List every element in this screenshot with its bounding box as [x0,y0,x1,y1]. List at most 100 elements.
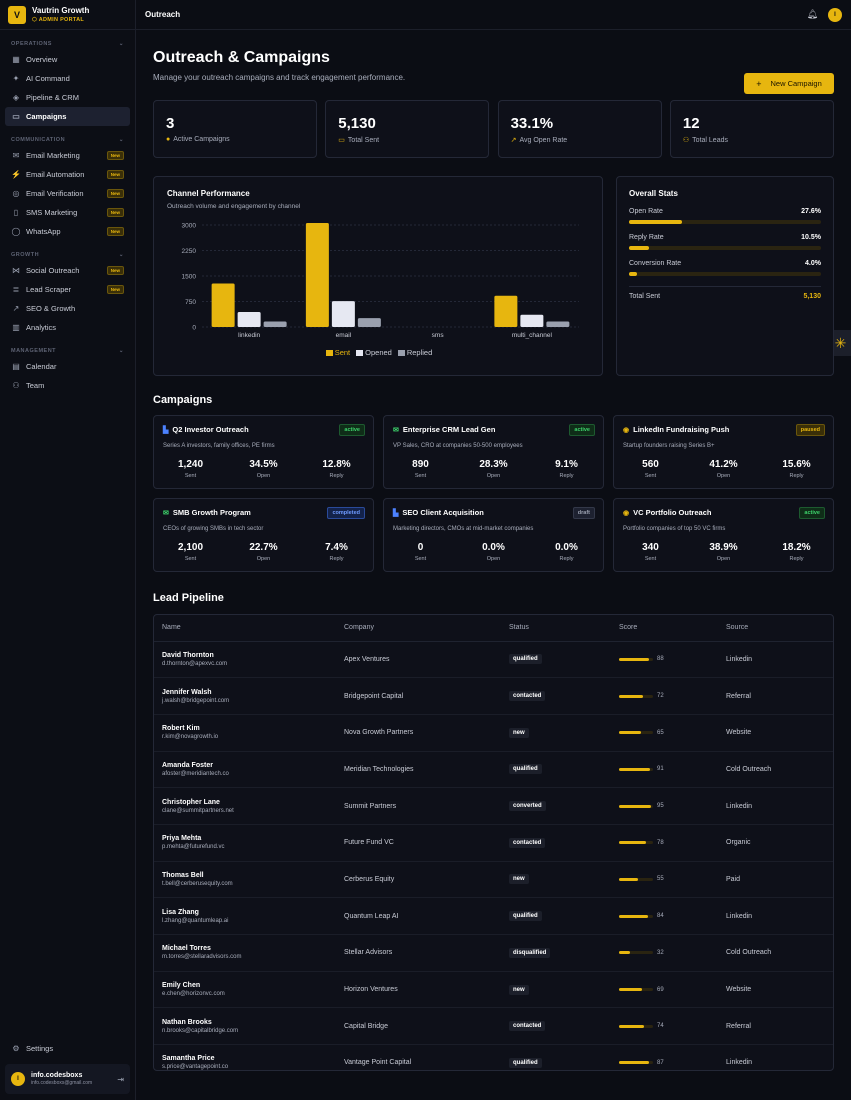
table-row[interactable]: Emily Chen e.chen@horizonvc.com Horizon V… [154,971,833,1009]
sidebar-section-header[interactable]: OPERATIONS ⌄ [0,38,135,50]
metric-label: Sent [414,473,427,479]
sidebar-section-header[interactable]: COMMUNICATION ⌄ [0,134,135,146]
column-header[interactable]: Company [336,615,501,642]
progress-track [629,272,821,276]
bar-replied-email[interactable] [357,318,381,327]
sidebar-item-ai-command[interactable]: ✦ AI Command [5,69,130,88]
table-row[interactable]: Lisa Zhang l.zhang@quantumleap.ai Quantum… [154,897,833,935]
table-row[interactable]: David Thornton d.thornton@apexvc.com Apex… [154,641,833,679]
new-campaign-button[interactable]: + New Campaign [744,73,834,94]
y-tick-label: 1500 [182,274,197,281]
share-icon: ⋈ [12,266,20,275]
lead-name: Nathan Brooks [162,1018,212,1026]
legend-item[interactable]: Sent [325,348,350,357]
sidebar-item-label: Overview [26,55,58,64]
table-row[interactable]: Christopher Lane clane@summitpartners.net… [154,787,833,825]
sidebar-item-whatsapp[interactable]: ◯ WhatsApp New [5,222,130,241]
progress-fill [629,246,650,250]
sidebar-item-pipeline-crm[interactable]: ◈ Pipeline & CRM [5,88,130,107]
campaign-description: Startup founders raising Series B+ [623,443,715,449]
legend-item[interactable]: Replied [397,348,432,357]
sidebar-section-header[interactable]: GROWTH ⌄ [0,249,135,261]
chevron-down-icon: ⌄ [118,137,124,143]
lead-email: clane@summitpartners.net [162,807,234,814]
bar-replied-linkedin[interactable] [263,321,287,327]
table-row[interactable]: Priya Mehta p.mehta@futurefund.vc Future … [154,824,833,862]
table-row[interactable]: Nathan Brooks n.brooks@capitalbridge.com … [154,1007,833,1046]
campaign-card[interactable]: ✉ Enterprise CRM Lead Gen active VP Sales… [383,415,604,489]
table-row[interactable]: Amanda Foster afoster@meridiantech.co Mer… [154,751,833,789]
sidebar-item-social-outreach[interactable]: ⋈ Social Outreach New [5,261,130,280]
campaign-card[interactable]: ✉ SMB Growth Program completed CEOs of gr… [153,498,374,572]
logout-icon[interactable]: ⇥ [117,1074,124,1084]
stat-label: Avg Open Rate [519,136,568,144]
metric-sent: 1,240 [177,459,204,470]
message-icon: ▭ [338,137,345,144]
lead-name: Lisa Zhang [162,908,199,916]
column-header[interactable]: Score [611,615,718,642]
metric-label: Open [486,556,501,562]
score-track [619,804,653,808]
sidebar-item-overview[interactable]: ▦ Overview [5,50,130,69]
score-track [619,841,653,845]
campaign-card[interactable]: ▙ SEO Client Acquisition draft Marketing … [383,498,604,572]
sidebar-nav: OPERATIONS ⌄ ▦ Overview ✦ AI Command ◈ Pipeline… [0,38,135,395]
table-row[interactable]: Jennifer Walsh j.walsh@bridgepoint.com Br… [154,677,833,715]
status-badge: qualified [509,654,542,665]
x-tick-label: linkedin [238,332,260,339]
floating-assistant-button[interactable]: ✳ [830,330,851,356]
score-value: 91 [657,766,664,773]
brand[interactable]: V Vautrin Growth ⬡ ADMIN PORTAL [0,0,135,30]
bar-opened-email[interactable] [331,301,355,327]
sidebar-item-analytics[interactable]: ▥ Analytics [5,318,130,337]
lead-company: Capital Bridge [336,1007,501,1046]
status-badge: new [509,874,529,885]
table-row[interactable]: Robert Kim r.kim@novagrowth.io Nova Growt… [154,714,833,752]
progress-fill [629,272,637,276]
sidebar-item-campaigns[interactable]: ▭ Campaigns [5,107,130,126]
sidebar-item-settings[interactable]: ⚙ Settings [5,1039,130,1058]
sidebar-item-email-verification[interactable]: ◎ Email Verification New [5,184,130,203]
new-badge: New [106,170,124,179]
table-row[interactable]: Thomas Bell t.bell@cerberusequity.com Cer… [154,861,833,899]
bar-sent-linkedin[interactable] [211,283,235,327]
new-badge: New [106,227,124,236]
campaign-name: Q2 Investor Outreach [172,425,249,434]
bar-sent-email[interactable] [305,222,329,327]
topbar-avatar[interactable]: I [828,7,842,22]
campaign-name: SEO Client Acquisition [402,508,484,517]
bell-icon[interactable]: 🔔︎ [806,9,818,19]
legend-item[interactable]: Opened [356,348,392,357]
score-fill [619,767,650,771]
sidebar-item-email-marketing[interactable]: ✉ Email Marketing New [5,146,130,165]
bar-replied-multi_channel[interactable] [546,321,570,327]
bar-sent-multi_channel[interactable] [494,295,518,327]
column-header[interactable]: Source [718,615,833,642]
sidebar-item-sms-marketing[interactable]: ▯ SMS Marketing New [5,203,130,222]
bar-opened-multi_channel[interactable] [520,314,544,327]
metric-label: Sent [184,556,197,562]
score-fill [619,657,649,661]
sidebar-item-seo-growth[interactable]: ↗ SEO & Growth [5,299,130,318]
table-row[interactable]: Samantha Price s.price@vantagepoint.co Va… [154,1044,833,1070]
campaign-card[interactable]: ◉ LinkedIn Fundraising Push paused Startu… [613,415,834,489]
overall-stat-label: Open Rate [629,208,663,215]
bar-opened-linkedin[interactable] [237,312,261,327]
chevron-down-icon: ⌄ [118,252,124,258]
column-header[interactable]: Name [154,615,336,642]
sidebar-item-label: Email Marketing [26,151,80,160]
sidebar-item-calendar[interactable]: ▤ Calendar [5,357,130,376]
sidebar-section-header[interactable]: MANAGEMENT ⌄ [0,345,135,357]
sidebar-item-lead-scraper[interactable]: ≣ Lead Scraper New [5,280,130,299]
sidebar-item-team[interactable]: ⚇ Team [5,376,130,395]
status-badge: contacted [509,837,546,848]
campaign-card[interactable]: ◉ VC Portfolio Outreach active Portfolio … [613,498,834,572]
column-header[interactable]: Status [501,615,611,642]
campaign-description: Series A investors, family offices, PE f… [163,443,275,449]
table-row[interactable]: Michael Torres m.torres@stellaradvisors.c… [154,934,833,972]
lead-pipeline-title: Lead Pipeline [153,592,224,604]
campaign-card[interactable]: ▙ Q2 Investor Outreach active Series A in… [153,415,374,489]
user-profile[interactable]: I info.codesboxs info.codesboxs@gmail.co… [5,1064,130,1094]
sidebar-item-email-automation[interactable]: ⚡ Email Automation New [5,165,130,184]
score-fill [619,951,630,955]
